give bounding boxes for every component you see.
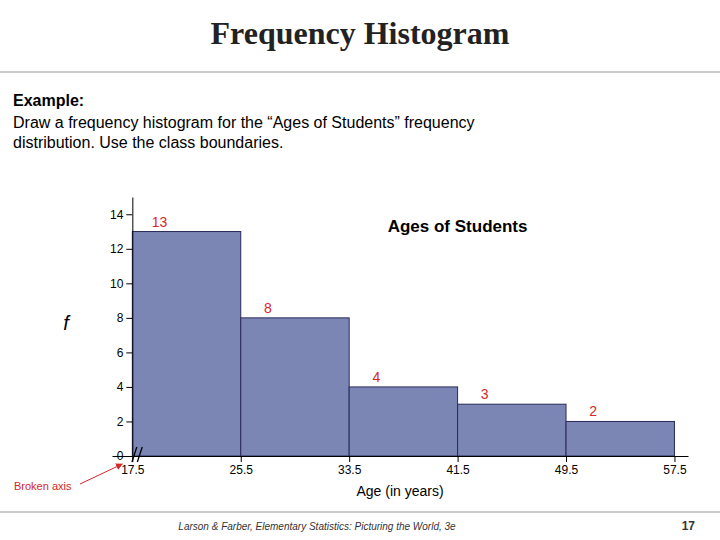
- x-tick: 57.5: [663, 456, 687, 477]
- x-tick-label: 25.5: [230, 463, 254, 477]
- x-tick-mark: [241, 456, 242, 462]
- x-axis-label: Age (in years): [356, 483, 443, 499]
- x-tick: 41.5: [446, 456, 470, 477]
- x-tick-label: 41.5: [446, 463, 470, 477]
- chart-title: Ages of Students: [388, 217, 528, 236]
- data-label: 13: [152, 214, 168, 230]
- y-tick: 4: [117, 380, 133, 394]
- y-tick-label: 10: [110, 277, 124, 291]
- y-tick-label: 4: [117, 380, 124, 394]
- y-tick: 14: [110, 208, 132, 222]
- y-tick: 12: [110, 242, 132, 256]
- footer-text: Larson & Farber, Elementary Statistics: …: [178, 521, 456, 532]
- y-axis: 0 2 4 6 8 10 12 14: [110, 198, 133, 464]
- y-tick-mark: [126, 214, 132, 215]
- bar: [349, 387, 457, 456]
- y-tick-mark: [126, 283, 132, 284]
- y-tick-label: 2: [117, 415, 124, 429]
- data-label: 4: [372, 369, 380, 385]
- y-tick-mark: [126, 387, 132, 388]
- x-tick: 49.5: [555, 456, 579, 477]
- y-tick: 0: [117, 449, 133, 463]
- y-tick-mark: [126, 456, 132, 457]
- x-axis: 17.5 25.5 33.5 41.5 49.5 57.5: [113, 456, 689, 477]
- x-tick-mark: [566, 456, 567, 462]
- y-tick-label: 8: [117, 311, 124, 325]
- axis-break: [132, 447, 137, 462]
- x-tick: 25.5: [230, 456, 254, 477]
- title: Frequency Histogram: [211, 15, 510, 51]
- footer-page: 17: [682, 519, 696, 533]
- x-tick-mark: [349, 456, 350, 462]
- header-rule: [0, 72, 720, 73]
- bar: [566, 421, 674, 456]
- broken-axis-arrow: [80, 464, 122, 484]
- chart: Frequency Histogram Example: Draw a freque…: [0, 0, 720, 540]
- footer-rule: [0, 512, 720, 513]
- x-tick-mark: [458, 456, 459, 462]
- example-text: distribution. Use the class boundaries.: [13, 134, 283, 151]
- data-label: 8: [264, 300, 272, 316]
- y-tick: 10: [110, 277, 132, 291]
- y-tick-label: 6: [117, 346, 124, 360]
- y-axis-line: [132, 198, 133, 457]
- y-tick-mark: [126, 421, 132, 422]
- y-tick: 8: [117, 311, 133, 325]
- y-tick-label: 0: [117, 449, 124, 463]
- axis-break: [137, 447, 142, 462]
- y-tick-mark: [126, 352, 132, 353]
- x-tick: 33.5: [338, 456, 362, 477]
- x-tick-label: 57.5: [663, 463, 687, 477]
- example-text: Draw a frequency histogram for the “Ages…: [13, 114, 475, 131]
- data-label: 3: [481, 386, 489, 402]
- y-tick-mark: [126, 249, 132, 250]
- x-tick-label: 49.5: [555, 463, 579, 477]
- bar: [132, 232, 240, 456]
- plot: 17.5 25.5 33.5 41.5 49.5 57.5 0 2 4 6 8 10 12 14 13 8 4 3…: [110, 198, 689, 477]
- x-tick-label: 17.5: [121, 463, 145, 477]
- bar: [241, 318, 349, 456]
- x-axis-line: [113, 456, 689, 457]
- bar: [458, 404, 566, 456]
- data-labels: 13 8 4 3 2: [152, 214, 598, 420]
- y-tick: 6: [117, 346, 133, 360]
- x-tick-mark: [674, 456, 675, 462]
- example-heading: Example:: [13, 92, 84, 109]
- y-tick: 2: [117, 415, 133, 429]
- y-tick-label: 12: [110, 242, 124, 256]
- data-label: 2: [589, 403, 597, 419]
- y-axis-label: f: [63, 312, 71, 334]
- broken-axis-label: Broken axis: [14, 480, 72, 492]
- bars: [132, 232, 674, 456]
- y-tick-label: 14: [110, 208, 124, 222]
- x-tick-label: 33.5: [338, 463, 362, 477]
- y-tick-mark: [126, 318, 132, 319]
